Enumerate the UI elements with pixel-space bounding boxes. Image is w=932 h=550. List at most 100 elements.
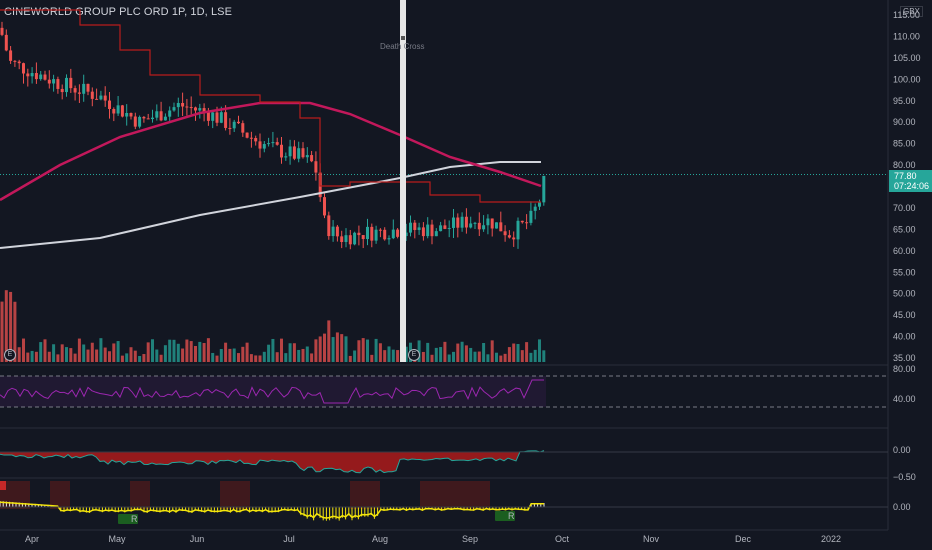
price-tick-label: 115.00	[893, 10, 920, 20]
volume-bar	[77, 338, 81, 362]
volume-bar	[262, 351, 266, 362]
volume-bar	[125, 353, 129, 362]
candle-body	[507, 235, 511, 238]
candle-body	[52, 79, 56, 84]
volume-bar	[275, 352, 279, 362]
volume-bar	[43, 339, 47, 362]
volume-bar	[47, 351, 51, 362]
candle-body	[413, 222, 417, 230]
candle-body	[155, 111, 159, 118]
candle-body	[194, 107, 197, 111]
earnings-badge[interactable]: E	[408, 349, 420, 361]
price-tick-label: 55.00	[893, 267, 916, 277]
volume-bar	[241, 346, 245, 362]
volume-bar	[198, 341, 202, 362]
time-axis-label: Jul	[283, 534, 295, 544]
volume-bar	[163, 345, 167, 362]
candle-body	[525, 222, 529, 224]
price-tick-label: 35.00	[893, 353, 916, 363]
volume-bar	[284, 353, 288, 362]
volume-bar	[477, 351, 481, 362]
price-tick-label: 85.00	[893, 139, 916, 149]
volume-bar	[69, 348, 73, 362]
price-tick-label: 105.00	[893, 53, 921, 63]
volume-bar	[271, 338, 275, 362]
oscillator-tick-label: 0.00	[893, 502, 911, 512]
candle-body	[138, 116, 142, 127]
candle-body	[181, 102, 185, 107]
time-axis-label: Sep	[462, 534, 478, 544]
volume-bar	[323, 333, 326, 362]
macd-line	[0, 450, 545, 474]
vertical-marker-handle[interactable]	[401, 36, 405, 40]
volume-bar	[340, 334, 344, 362]
rsi-band	[0, 376, 546, 407]
death-cross-label: Death Cross	[380, 42, 425, 51]
candle-body	[17, 61, 21, 64]
candle-body	[65, 77, 68, 93]
macd-tick-label: 0.00	[893, 445, 911, 455]
signal-zone	[420, 481, 490, 509]
volume-bar	[82, 344, 86, 362]
volume-bar	[22, 338, 25, 362]
volume-bar	[387, 346, 391, 362]
volume-bar	[361, 338, 365, 362]
volume-bar	[353, 350, 357, 362]
candle-body	[185, 106, 189, 108]
candle-body	[129, 112, 133, 117]
volume-bar	[512, 343, 516, 362]
volume-bar	[206, 338, 210, 362]
volume-bar	[112, 343, 116, 362]
volume-bar	[348, 355, 352, 362]
time-axis-label: Apr	[25, 534, 39, 544]
volume-bar	[155, 349, 159, 362]
candle-body	[254, 138, 258, 142]
time-axis-label: May	[108, 534, 126, 544]
price-tick-label: 100.00	[893, 74, 921, 84]
candle-body	[297, 148, 301, 159]
earnings-badge[interactable]: E	[4, 349, 16, 361]
candle-body	[301, 148, 305, 158]
candle-body	[447, 227, 451, 229]
vertical-marker-line[interactable]	[400, 0, 406, 362]
volume-bar	[34, 351, 38, 362]
candle-body	[163, 116, 167, 121]
trailing-stop-line	[0, 9, 541, 203]
volume-bar	[383, 350, 387, 362]
volume-bar	[538, 339, 541, 362]
chart-title[interactable]: CINEWORLD GROUP PLC ORD 1P, 1D, LSE	[4, 6, 233, 18]
volume-bar	[452, 351, 455, 362]
candle-body	[82, 83, 86, 94]
volume-bar	[215, 355, 219, 362]
candle-body	[198, 108, 202, 111]
volume-bar	[73, 353, 77, 362]
candle-body	[529, 210, 533, 223]
candle-body	[95, 98, 99, 100]
volume-bar	[421, 351, 425, 362]
candle-body	[335, 226, 339, 237]
candle-body	[366, 226, 369, 240]
candle-body	[77, 92, 81, 94]
short-moving-average	[0, 101, 542, 202]
candle-body	[262, 144, 266, 149]
candle-body	[43, 74, 47, 80]
candle-body	[310, 155, 314, 162]
candle-body	[189, 107, 193, 109]
volume-bar	[86, 349, 90, 362]
volume-bar	[26, 352, 30, 362]
candle-body	[211, 112, 215, 121]
price-tick-label: 50.00	[893, 289, 916, 299]
candle-body	[172, 107, 176, 111]
time-axis-label: 2022	[821, 534, 841, 544]
volume-bar	[292, 343, 296, 362]
candle-body	[30, 73, 34, 77]
time-axis-label: Jun	[190, 534, 205, 544]
candle-body	[284, 156, 288, 158]
signal-badge	[118, 514, 138, 524]
time-axis-label: Oct	[555, 534, 570, 544]
candle-body	[460, 216, 464, 228]
price-tick-label: 65.00	[893, 224, 916, 234]
volume-bar	[486, 354, 490, 362]
volume-bar	[374, 338, 378, 362]
